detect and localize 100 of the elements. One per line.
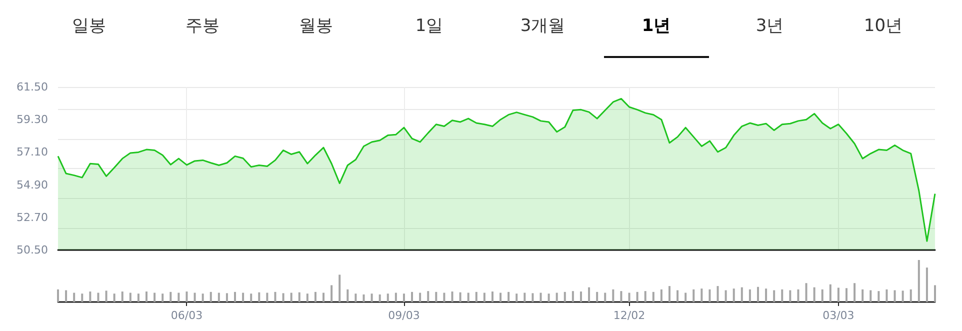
bar <box>386 294 389 302</box>
bar <box>274 292 276 302</box>
bar <box>186 292 188 302</box>
bar <box>732 288 735 302</box>
bar <box>740 287 743 302</box>
y-tick-label: 61.50 <box>16 80 48 94</box>
bar <box>910 289 912 302</box>
bar <box>926 268 928 302</box>
bar <box>845 288 848 302</box>
bar <box>459 292 462 302</box>
bar <box>290 292 292 302</box>
bar <box>862 289 864 302</box>
bar <box>226 293 228 302</box>
bar <box>250 294 252 302</box>
bar <box>660 289 662 302</box>
bar <box>813 287 816 302</box>
bar <box>564 292 566 302</box>
bar <box>628 292 630 302</box>
y-tick-label: 59.30 <box>16 113 48 126</box>
y-tick-label: 52.70 <box>16 210 48 224</box>
y-tick-label: 57.10 <box>16 146 48 159</box>
bar <box>419 292 422 302</box>
x-tick-label: 03/03 <box>822 309 854 322</box>
bar <box>234 292 236 302</box>
y-tick-label: 50.50 <box>16 244 48 256</box>
bar <box>652 292 654 302</box>
bar <box>572 291 574 302</box>
bar <box>620 291 622 302</box>
bar <box>362 294 365 302</box>
bar <box>805 283 808 302</box>
text: 일봉 <box>70 15 107 38</box>
bar <box>580 292 582 302</box>
bar <box>837 288 840 302</box>
bar <box>821 289 824 302</box>
bar <box>716 286 719 302</box>
bar <box>194 292 196 302</box>
bar <box>765 288 768 302</box>
bar <box>612 289 614 302</box>
bar <box>202 294 204 302</box>
bar <box>676 290 679 302</box>
bar <box>902 290 904 302</box>
bar <box>137 294 140 302</box>
bar <box>178 292 180 302</box>
bar <box>516 294 518 302</box>
text: 1년 <box>604 0 709 58</box>
bar <box>524 292 526 302</box>
bar <box>700 288 703 302</box>
bar <box>636 292 638 302</box>
bar <box>854 283 856 302</box>
bar <box>129 292 132 302</box>
text: 1일 <box>414 15 444 38</box>
bar <box>692 289 695 302</box>
bar <box>218 292 220 302</box>
bar <box>491 292 494 302</box>
bar <box>588 287 590 302</box>
bar <box>370 294 373 302</box>
bar <box>89 292 92 302</box>
bar <box>644 291 646 302</box>
bar <box>81 294 84 302</box>
bar <box>57 289 59 302</box>
bar <box>789 290 792 302</box>
bar <box>298 292 300 302</box>
bar <box>258 292 260 302</box>
bar <box>443 292 446 302</box>
y-tick-label: 54.90 <box>16 178 48 192</box>
bar <box>322 292 325 302</box>
bar <box>162 294 164 302</box>
bar <box>170 292 172 302</box>
bar <box>604 292 606 302</box>
bar <box>314 292 316 302</box>
bar <box>684 292 687 302</box>
bar <box>266 292 268 302</box>
bar <box>242 292 244 302</box>
bar <box>748 289 751 302</box>
bar <box>548 294 550 302</box>
bar <box>934 285 936 302</box>
bar <box>451 292 454 302</box>
bar <box>427 291 430 302</box>
bar <box>668 286 670 302</box>
bar <box>773 290 776 302</box>
bar <box>886 289 888 302</box>
bar <box>467 292 470 302</box>
bar <box>475 292 478 302</box>
bar <box>756 286 759 302</box>
bar <box>146 292 148 302</box>
bar <box>394 292 397 302</box>
bar <box>724 290 727 302</box>
bar <box>829 284 832 302</box>
bar <box>402 294 405 302</box>
bar <box>894 290 896 302</box>
bar <box>483 292 486 302</box>
bar <box>154 292 156 302</box>
bar <box>870 290 872 302</box>
bar <box>97 292 100 302</box>
bar <box>596 292 598 302</box>
bar <box>508 292 510 302</box>
bar <box>435 292 438 302</box>
bar <box>500 292 502 302</box>
bar <box>411 292 414 302</box>
bar <box>918 260 920 302</box>
